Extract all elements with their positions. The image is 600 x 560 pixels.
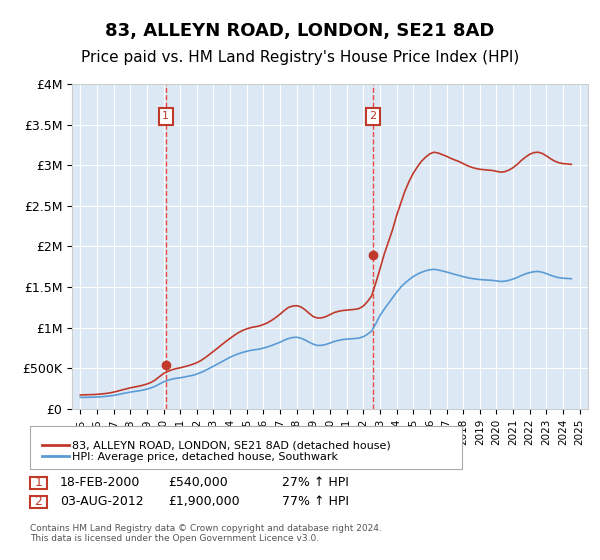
Text: 1: 1 — [34, 476, 43, 489]
Text: £540,000: £540,000 — [168, 476, 228, 489]
Text: Price paid vs. HM Land Registry's House Price Index (HPI): Price paid vs. HM Land Registry's House … — [81, 50, 519, 66]
Text: 83, ALLEYN ROAD, LONDON, SE21 8AD (detached house): 83, ALLEYN ROAD, LONDON, SE21 8AD (detac… — [72, 441, 391, 450]
Text: 27% ↑ HPI: 27% ↑ HPI — [282, 476, 349, 489]
Text: 18-FEB-2000: 18-FEB-2000 — [60, 476, 140, 489]
Text: HPI: Average price, detached house, Southwark: HPI: Average price, detached house, Sout… — [72, 452, 338, 461]
Text: 77% ↑ HPI: 77% ↑ HPI — [282, 494, 349, 508]
Text: 2: 2 — [370, 111, 377, 122]
Text: 1: 1 — [162, 111, 169, 122]
Text: 83, ALLEYN ROAD, LONDON, SE21 8AD: 83, ALLEYN ROAD, LONDON, SE21 8AD — [106, 22, 494, 40]
Text: Contains HM Land Registry data © Crown copyright and database right 2024.
This d: Contains HM Land Registry data © Crown c… — [30, 524, 382, 543]
Text: 2: 2 — [34, 494, 43, 508]
Text: £1,900,000: £1,900,000 — [168, 494, 239, 508]
Text: 03-AUG-2012: 03-AUG-2012 — [60, 494, 143, 508]
